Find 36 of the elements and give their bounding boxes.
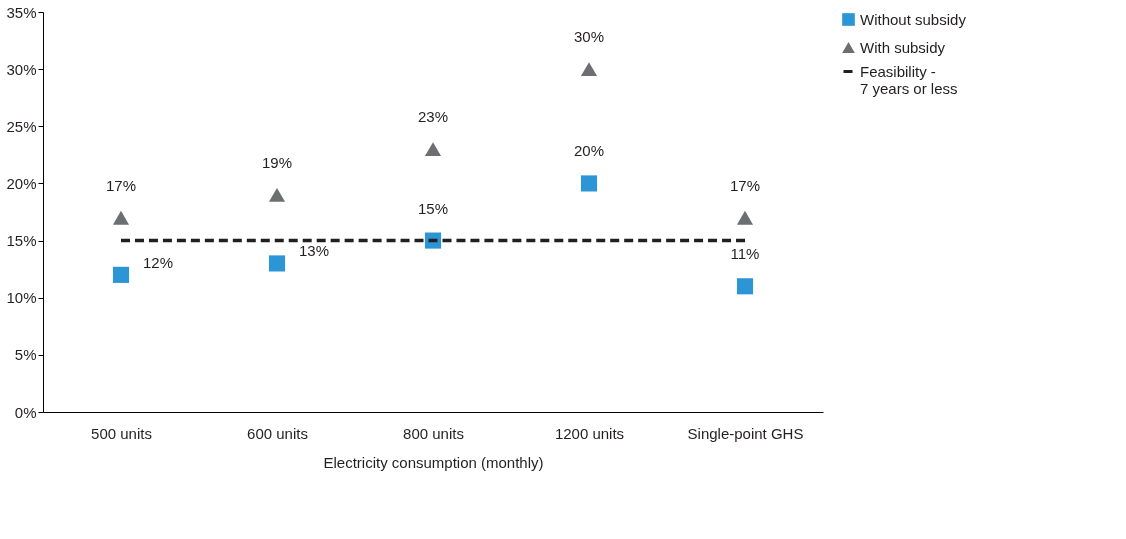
data-label: 19% xyxy=(261,153,293,171)
y-tick-label: 0% xyxy=(14,403,37,421)
legend-label: Without subsidy xyxy=(860,10,967,28)
point xyxy=(268,187,286,202)
y-tick-label: 30% xyxy=(6,60,37,78)
data-label: 17% xyxy=(729,176,761,194)
point xyxy=(736,278,754,295)
y-tick-label: 20% xyxy=(6,174,37,192)
x-tick-label: 1200 units xyxy=(554,424,625,442)
y-tick-label: 35% xyxy=(6,3,37,21)
y-tick-label: 5% xyxy=(14,346,37,364)
data-label: 12% xyxy=(143,253,174,271)
data-label: 17% xyxy=(105,176,137,194)
point xyxy=(112,266,130,283)
x-tick-label: Single-point GHS xyxy=(687,424,804,442)
point xyxy=(580,175,598,192)
point xyxy=(580,62,598,77)
legend-label: With subsidy xyxy=(860,38,946,56)
data-label: 23% xyxy=(417,108,449,126)
y-tick-label: 25% xyxy=(6,117,37,135)
data-label: 15% xyxy=(417,199,449,217)
legend-label: Feasibility - 7 years or less xyxy=(860,62,958,97)
x-tick-label: 500 units xyxy=(91,424,152,442)
point xyxy=(112,210,130,225)
point xyxy=(736,210,754,225)
y-tick-label: 15% xyxy=(6,232,37,250)
point xyxy=(424,142,442,157)
data-label: 30% xyxy=(573,28,605,46)
data-label: 20% xyxy=(573,142,605,160)
x-axis-title: Electricity consumption (monthly) xyxy=(323,453,544,471)
x-tick-label: 600 units xyxy=(247,424,308,442)
point xyxy=(268,255,286,272)
x-tick-label: 800 units xyxy=(403,424,464,442)
data-label: 11% xyxy=(730,245,760,263)
data-label: 13% xyxy=(299,242,330,260)
y-tick-label: 10% xyxy=(6,289,37,307)
